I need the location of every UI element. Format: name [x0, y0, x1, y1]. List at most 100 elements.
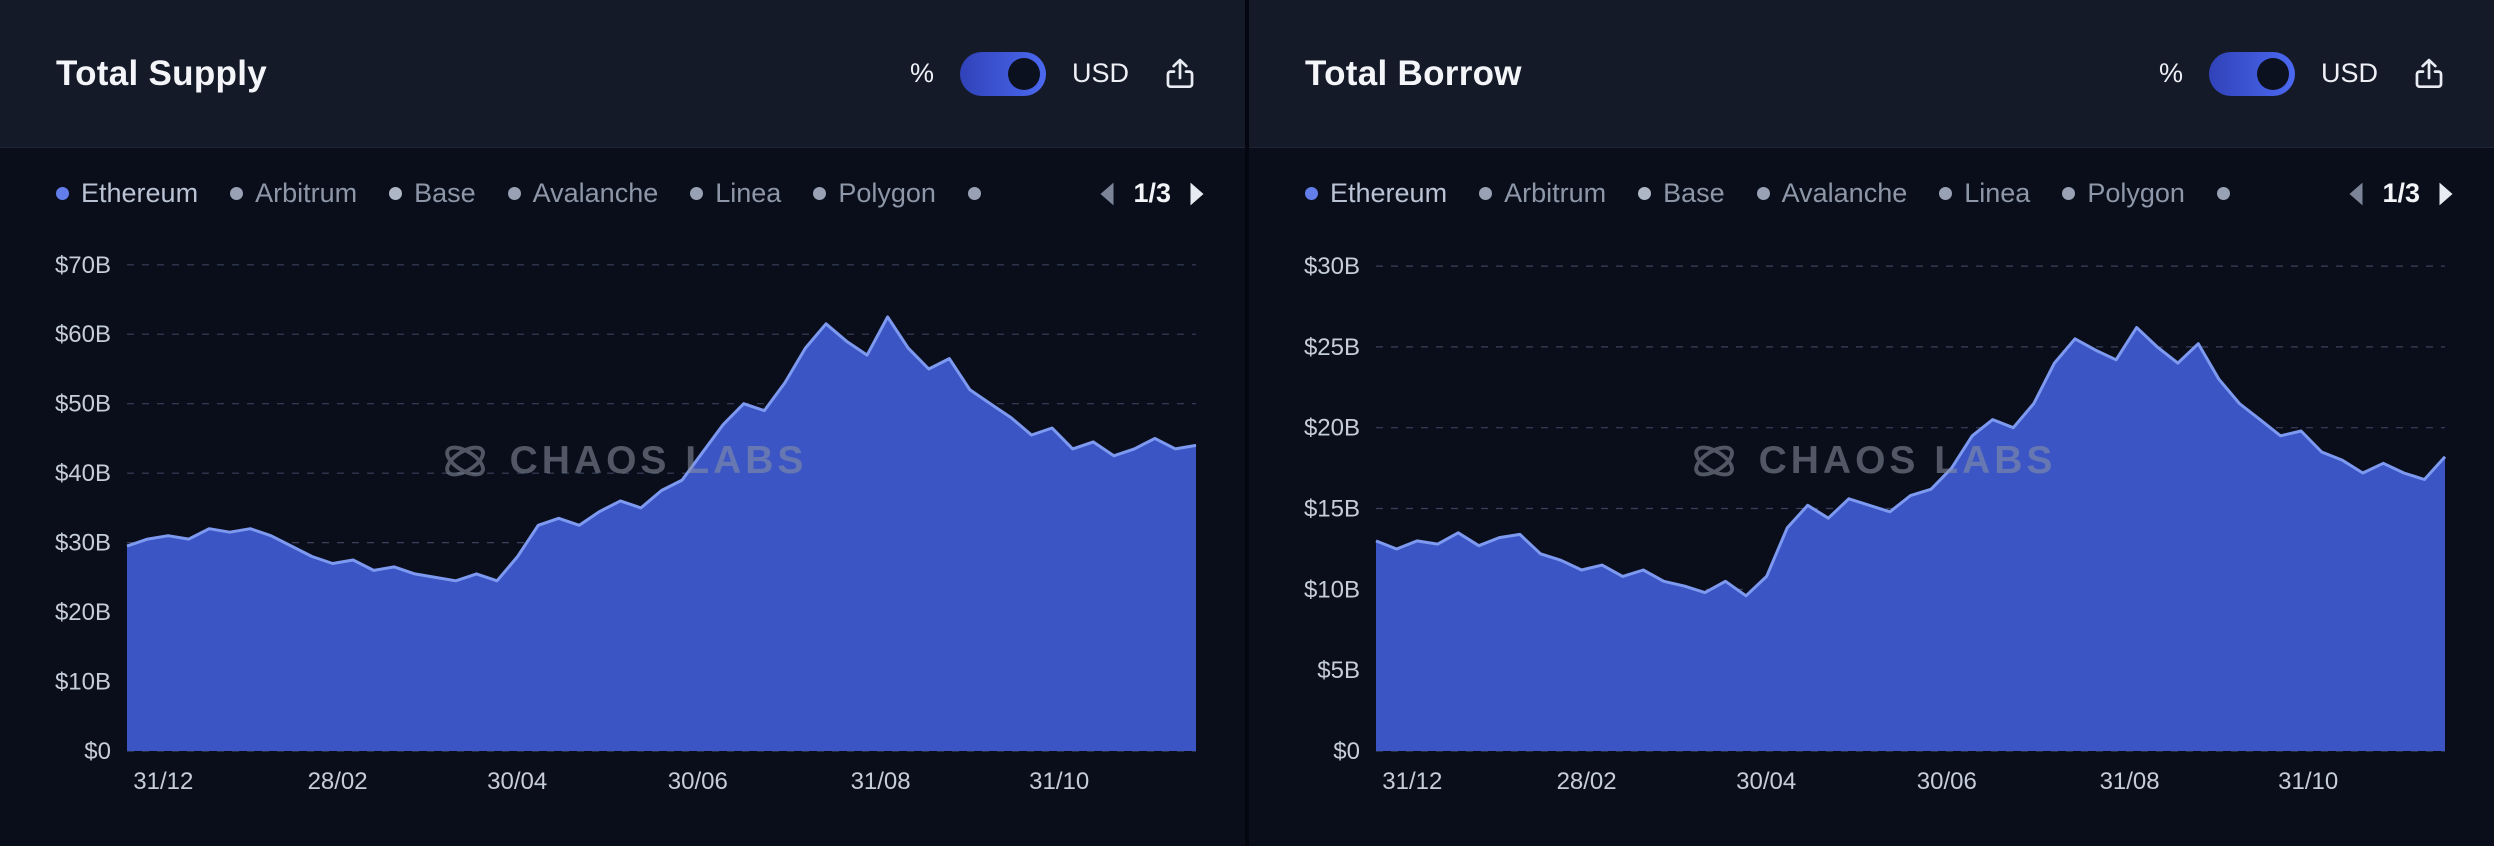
pager-next-button[interactable]: [2436, 181, 2456, 207]
legend-item-overflow[interactable]: [967, 187, 981, 200]
legend-label: Polygon: [838, 178, 936, 208]
legend-label: Avalanche: [1781, 178, 1908, 208]
svg-text:$20B: $20B: [1304, 415, 1360, 442]
legend-dot: [2062, 187, 2076, 200]
svg-text:28/02: 28/02: [308, 768, 368, 795]
svg-text:$50B: $50B: [55, 391, 111, 418]
svg-text:31/08: 31/08: [2100, 768, 2160, 795]
legend-dot: [56, 187, 69, 200]
pager-label: 1/3: [2382, 178, 2420, 208]
svg-text:28/02: 28/02: [1557, 768, 1617, 795]
legend-label: Avalanche: [532, 178, 659, 208]
legend-item-avalanche[interactable]: Avalanche: [1756, 178, 1908, 209]
supply-chart-area: $70B $60B $50B $40B $30B $20B $10B $0 31/12 28/02…: [0, 215, 1245, 801]
toggle-knob: [2256, 57, 2289, 90]
panel-header: Total Supply % USD: [0, 0, 1245, 148]
svg-text:$5B: $5B: [1317, 657, 1360, 684]
svg-text:31/12: 31/12: [133, 768, 193, 795]
svg-text:30/06: 30/06: [668, 768, 728, 795]
unit-controls: % USD: [909, 51, 1199, 96]
legend-label: Linea: [1964, 178, 2031, 208]
legend-item-linea[interactable]: Linea: [1939, 178, 2030, 209]
legend-dot: [1305, 187, 1318, 200]
svg-text:31/10: 31/10: [2278, 768, 2338, 795]
legend-dot: [1756, 187, 1770, 200]
svg-text:31/10: 31/10: [1029, 768, 1089, 795]
share-icon: [1166, 58, 1194, 88]
svg-text:$10B: $10B: [1304, 576, 1360, 603]
total-borrow-panel: Total Borrow % USD Ethereum Arbitrum Base A…: [1249, 0, 2494, 846]
svg-text:30/04: 30/04: [1736, 768, 1796, 795]
legend-item-base[interactable]: Base: [389, 178, 476, 209]
legend-item-arbitrum[interactable]: Arbitrum: [1479, 178, 1606, 209]
legend-dot: [230, 187, 244, 200]
svg-text:$20B: $20B: [55, 599, 111, 626]
legend-item-arbitrum[interactable]: Arbitrum: [230, 178, 357, 209]
unit-controls: % USD: [2158, 51, 2448, 96]
svg-text:$70B: $70B: [55, 252, 111, 279]
legend-item-ethereum[interactable]: Ethereum: [1305, 178, 1447, 209]
pager-next-button[interactable]: [1187, 181, 1207, 207]
svg-text:31/08: 31/08: [851, 768, 911, 795]
chevron-left-icon: [2349, 182, 2363, 205]
usd-option[interactable]: USD: [1071, 58, 1129, 88]
legend-label: Base: [414, 178, 476, 208]
pager-prev-button[interactable]: [2346, 181, 2366, 207]
svg-text:$15B: $15B: [1304, 496, 1360, 523]
borrow-chart-area: $30B $25B $20B $15B $10B $5B $0 31/12 28/02 30/04…: [1249, 215, 2494, 801]
unit-toggle[interactable]: [959, 51, 1046, 96]
svg-text:31/12: 31/12: [1382, 768, 1442, 795]
svg-text:$10B: $10B: [55, 669, 111, 696]
chevron-right-icon: [2439, 182, 2453, 205]
legend-label: Arbitrum: [255, 178, 358, 208]
pager-label: 1/3: [1133, 178, 1171, 208]
legend-dot: [1939, 187, 1953, 200]
unit-toggle[interactable]: [2208, 51, 2295, 96]
legend-pager: 1/3: [1097, 178, 1207, 209]
svg-text:$30B: $30B: [55, 530, 111, 557]
legend-label: Ethereum: [1330, 178, 1448, 208]
percent-option[interactable]: %: [909, 58, 934, 88]
export-button[interactable]: [2410, 55, 2448, 93]
usd-option[interactable]: USD: [2320, 58, 2378, 88]
legend-item-linea[interactable]: Linea: [690, 178, 781, 209]
chevron-left-icon: [1100, 182, 1114, 205]
legend-dot: [389, 187, 403, 200]
legend-dot: [813, 187, 827, 200]
svg-text:$40B: $40B: [55, 460, 111, 487]
legend-label: Arbitrum: [1504, 178, 1607, 208]
legend-label: Polygon: [2087, 178, 2185, 208]
legend-item-polygon[interactable]: Polygon: [813, 178, 936, 209]
legend-pager: 1/3: [2346, 178, 2456, 209]
percent-option[interactable]: %: [2158, 58, 2183, 88]
legend-label: Ethereum: [81, 178, 199, 208]
legend-dot: [2216, 187, 2230, 200]
supply-area-chart[interactable]: $70B $60B $50B $40B $30B $20B $10B $0 31/12 28/02…: [20, 221, 1215, 801]
panel-divider: [1245, 0, 1249, 846]
legend-row: Ethereum Arbitrum Base Avalanche Linea Polygo…: [1249, 148, 2494, 215]
legend-dot: [690, 187, 704, 200]
pager-prev-button[interactable]: [1097, 181, 1117, 207]
share-icon: [2415, 58, 2443, 88]
legend-dot: [1638, 187, 1652, 200]
legend-item-base[interactable]: Base: [1638, 178, 1725, 209]
legend-dot: [1479, 187, 1493, 200]
svg-text:$60B: $60B: [55, 321, 111, 348]
legend-item-ethereum[interactable]: Ethereum: [56, 178, 198, 209]
svg-text:$30B: $30B: [1304, 253, 1360, 280]
chain-legend: Ethereum Arbitrum Base Avalanche Linea Polygo…: [1305, 178, 2326, 209]
svg-text:$0: $0: [84, 738, 111, 765]
legend-item-polygon[interactable]: Polygon: [2062, 178, 2185, 209]
svg-text:$0: $0: [1333, 738, 1360, 765]
page-title: Total Borrow: [1305, 53, 1522, 93]
export-button[interactable]: [1161, 55, 1199, 93]
svg-text:30/04: 30/04: [487, 768, 547, 795]
panel-header: Total Borrow % USD: [1249, 0, 2494, 148]
legend-item-overflow[interactable]: [2216, 187, 2230, 200]
total-supply-panel: Total Supply % USD Ethereum Arbitrum Base A…: [0, 0, 1245, 846]
legend-item-avalanche[interactable]: Avalanche: [507, 178, 659, 209]
svg-text:30/06: 30/06: [1917, 768, 1977, 795]
borrow-area-chart[interactable]: $30B $25B $20B $15B $10B $5B $0 31/12 28/02 30/04…: [1269, 221, 2464, 801]
legend-dot: [507, 187, 521, 200]
